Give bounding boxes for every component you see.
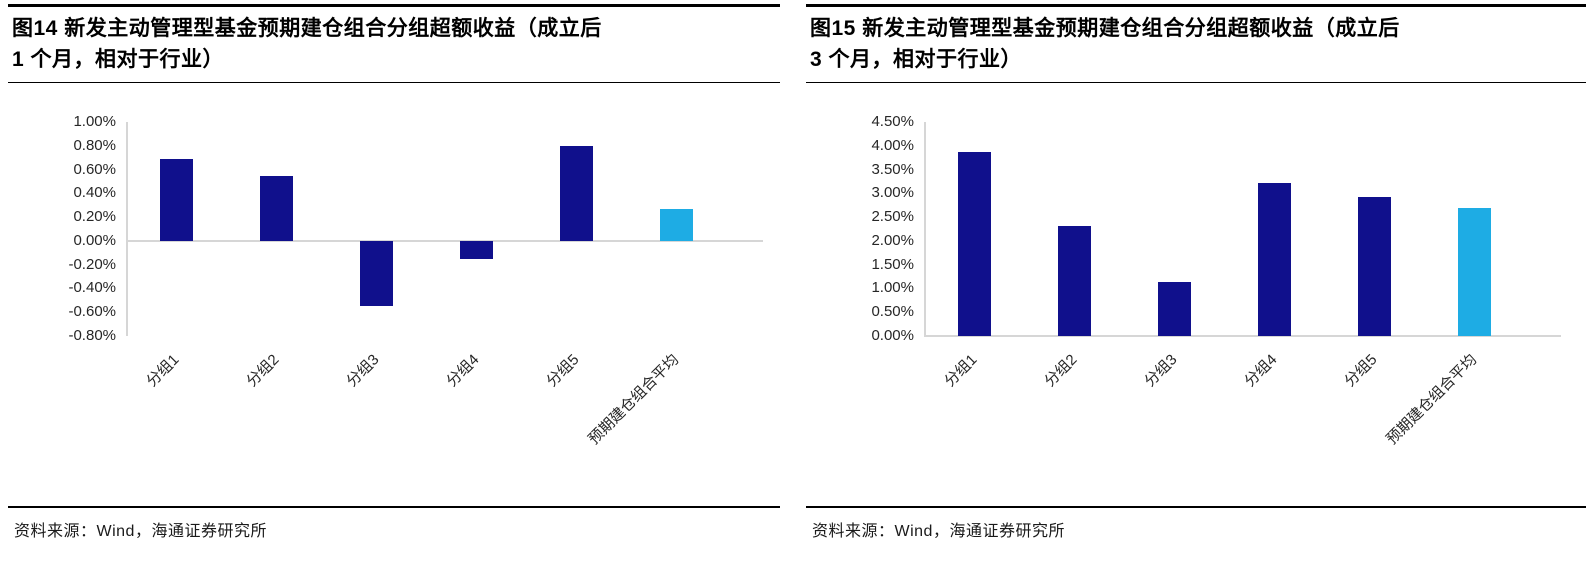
x-axis-label: 预期建仓组合平均 <box>1383 351 1481 449</box>
x-axis-label: 分组1 <box>143 351 183 391</box>
figure-panel-15: 图15 新发主动管理型基金预期建仓组合分组超额收益（成立后 3 个月，相对于行业… <box>806 4 1586 541</box>
x-axis-label: 分组4 <box>1241 351 1281 391</box>
x-axis-label: 分组3 <box>343 351 383 391</box>
y-tick-label: 0.00% <box>73 231 116 249</box>
bar <box>359 240 393 307</box>
bar <box>159 158 193 241</box>
x-axis-label: 分组5 <box>1341 351 1381 391</box>
bar <box>1357 197 1391 336</box>
figure-source: 资料来源：Wind，海通证券研究所 <box>812 523 1065 540</box>
y-tick-label: 0.50% <box>871 303 914 321</box>
bar <box>259 175 293 241</box>
y-tick-label: 0.40% <box>73 184 116 202</box>
bar-chart: 4.50% 4.00% 3.50% 3.00% 2.50% 2.00% 1.50% 1.00%… <box>806 99 1586 504</box>
y-tick-label: 1.00% <box>73 113 116 130</box>
bar <box>1257 182 1291 336</box>
y-tick-label: 0.00% <box>871 327 914 344</box>
figure-source: 资料来源：Wind，海通证券研究所 <box>14 523 267 540</box>
bar-average <box>1457 208 1491 336</box>
y-axis-line <box>126 122 128 336</box>
bar <box>957 151 991 336</box>
x-axis-label: 分组4 <box>443 351 483 391</box>
figure-title: 图15 新发主动管理型基金预期建仓组合分组超额收益（成立后 3 个月，相对于行业… <box>806 7 1586 82</box>
source-divider-rule <box>806 506 1586 508</box>
y-tick-label: 4.00% <box>871 136 914 154</box>
title-divider-rule <box>8 82 780 83</box>
y-tick-label: -0.80% <box>68 327 116 344</box>
source-divider-rule <box>8 506 780 508</box>
zero-baseline <box>126 239 763 242</box>
x-axis-label: 预期建仓组合平均 <box>585 351 683 449</box>
figure-panel-14: 图14 新发主动管理型基金预期建仓组合分组超额收益（成立后 1 个月，相对于行业… <box>8 4 780 541</box>
y-tick-label: 2.00% <box>871 231 914 249</box>
y-tick-label: 0.80% <box>73 136 116 154</box>
top-rule <box>8 4 780 7</box>
x-axis-label: 分组3 <box>1141 351 1181 391</box>
bar-chart: 1.00% 0.80% 0.60% 0.40% 0.20% 0.00% -0.20% -0.4… <box>8 99 780 504</box>
figure-title-line2: 3 个月，相对于行业） <box>810 48 1023 71</box>
figure-title-line2: 1 个月，相对于行业） <box>12 48 225 71</box>
title-divider-rule <box>806 82 1586 83</box>
y-axis-line <box>924 122 926 336</box>
y-tick-label: -0.40% <box>68 279 116 297</box>
x-axis-label: 分组5 <box>543 351 583 391</box>
y-tick-label: 1.00% <box>871 279 914 297</box>
top-rule <box>806 4 1586 7</box>
zero-baseline <box>924 335 1561 337</box>
bar <box>1057 225 1091 336</box>
bar <box>1157 281 1191 336</box>
x-axis-label: 分组2 <box>243 351 283 391</box>
bar <box>459 240 493 259</box>
figures-row: 图14 新发主动管理型基金预期建仓组合分组超额收益（成立后 1 个月，相对于行业… <box>8 4 1586 541</box>
y-tick-label: 0.20% <box>73 208 116 226</box>
figure-title-line1: 图14 新发主动管理型基金预期建仓组合分组超额收益（成立后 <box>12 17 602 40</box>
x-axis-label: 分组2 <box>1041 351 1081 391</box>
x-axis-label: 分组1 <box>941 351 981 391</box>
y-tick-label: 2.50% <box>871 208 914 226</box>
y-tick-label: 1.50% <box>871 255 914 273</box>
figure-title-line1: 图15 新发主动管理型基金预期建仓组合分组超额收益（成立后 <box>810 17 1400 40</box>
bar-average <box>659 208 693 241</box>
y-tick-label: 0.60% <box>73 160 116 178</box>
y-tick-label: 3.50% <box>871 160 914 178</box>
y-tick-label: 3.00% <box>871 184 914 202</box>
y-tick-label: 4.50% <box>871 113 914 130</box>
y-tick-label: -0.20% <box>68 255 116 273</box>
figure-title: 图14 新发主动管理型基金预期建仓组合分组超额收益（成立后 1 个月，相对于行业… <box>8 7 780 82</box>
y-tick-label: -0.60% <box>68 303 116 321</box>
bar <box>559 145 593 241</box>
